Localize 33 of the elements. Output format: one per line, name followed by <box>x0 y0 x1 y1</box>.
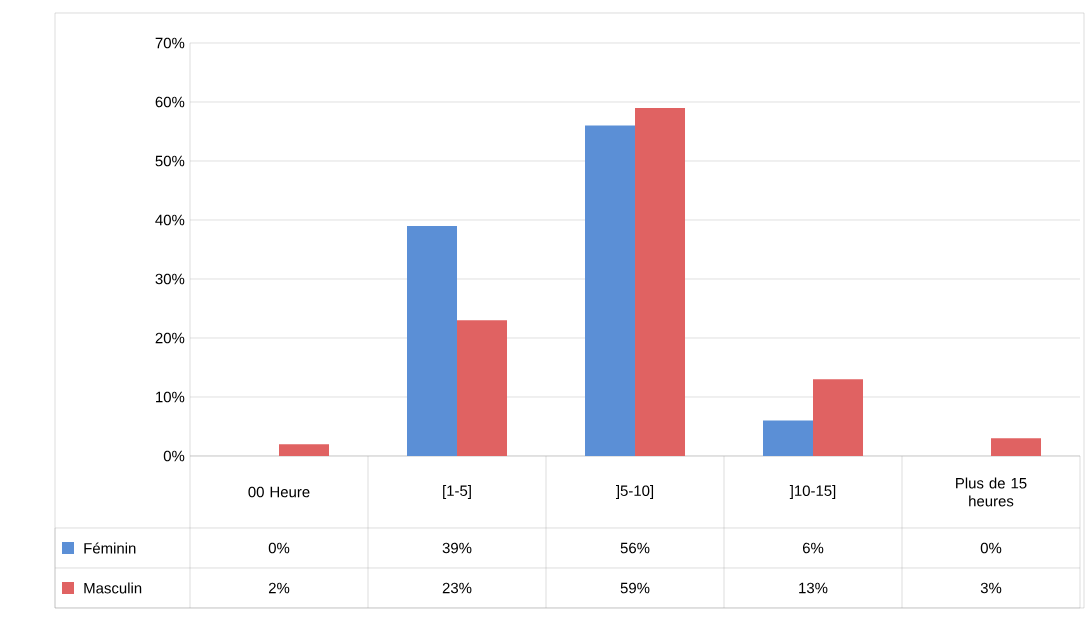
legend-label: Féminin <box>84 542 136 554</box>
data-label: 39% <box>442 542 472 554</box>
x-tick-label: ]5-10] <box>616 485 654 499</box>
y-tick-label: 0% <box>163 450 185 462</box>
data-label: 23% <box>442 582 472 594</box>
x-tick-label: [1-5] <box>443 485 471 499</box>
data-label: 6% <box>802 542 824 554</box>
data-label: 0% <box>268 542 290 554</box>
data-label: 56% <box>620 542 650 554</box>
bar <box>457 320 508 456</box>
bar <box>763 420 814 456</box>
bar <box>991 438 1042 456</box>
y-tick-label: 10% <box>156 391 185 403</box>
y-tick-label: 60% <box>155 96 185 108</box>
y-tick-label: 20% <box>155 332 185 344</box>
legend-label: Masculin <box>84 582 142 594</box>
bar <box>279 444 330 456</box>
x-tick-label: Plus de 15 heures <box>956 477 1027 507</box>
y-tick-label: 70% <box>155 37 185 49</box>
bar <box>585 125 636 456</box>
data-label: 0% <box>980 542 1002 554</box>
x-tick-label: 00 Heure <box>248 486 310 498</box>
y-tick-label: 30% <box>155 273 185 285</box>
x-tick-label: ]10-15] <box>789 485 836 499</box>
data-label: 13% <box>799 582 828 594</box>
y-tick-label: 50% <box>155 155 185 167</box>
data-label: 2% <box>268 582 290 594</box>
y-tick-label: 40% <box>155 214 185 226</box>
bar <box>813 379 864 456</box>
bar <box>407 225 458 456</box>
data-label: 59% <box>620 582 650 594</box>
data-label: 3% <box>980 582 1002 594</box>
bar <box>635 107 686 456</box>
